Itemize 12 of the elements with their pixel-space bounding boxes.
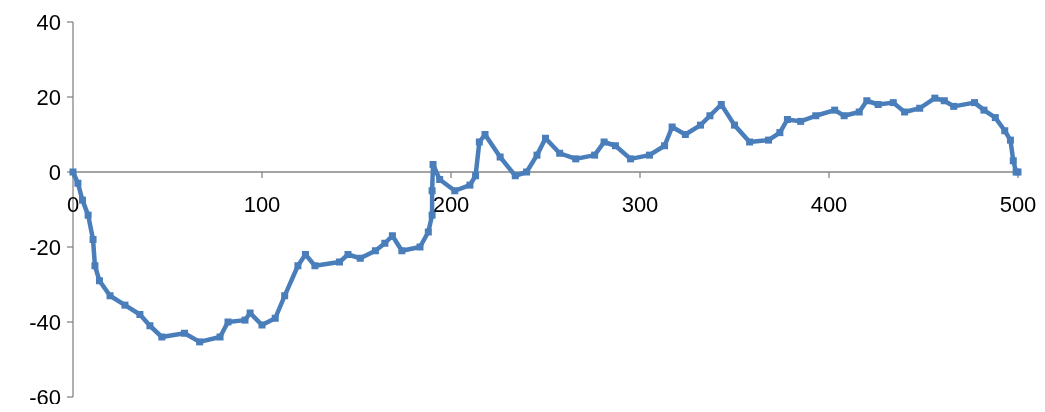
- y-tick-label: -20: [29, 234, 61, 260]
- x-tick-label: 0: [66, 192, 80, 217]
- y-tick-label: 20: [36, 84, 61, 110]
- y-tick-label: -60: [29, 384, 61, 410]
- x-tick-label: 500: [999, 192, 1037, 217]
- x-tick-label: 300: [621, 192, 659, 217]
- x-tick-label: 100: [243, 192, 281, 217]
- x-tick-label: 200: [432, 192, 470, 217]
- y-tick-label: 0: [48, 159, 61, 185]
- x-tick-label: 400: [810, 192, 848, 217]
- y-tick-label: -40: [29, 309, 61, 335]
- y-tick-label: 40: [36, 9, 61, 35]
